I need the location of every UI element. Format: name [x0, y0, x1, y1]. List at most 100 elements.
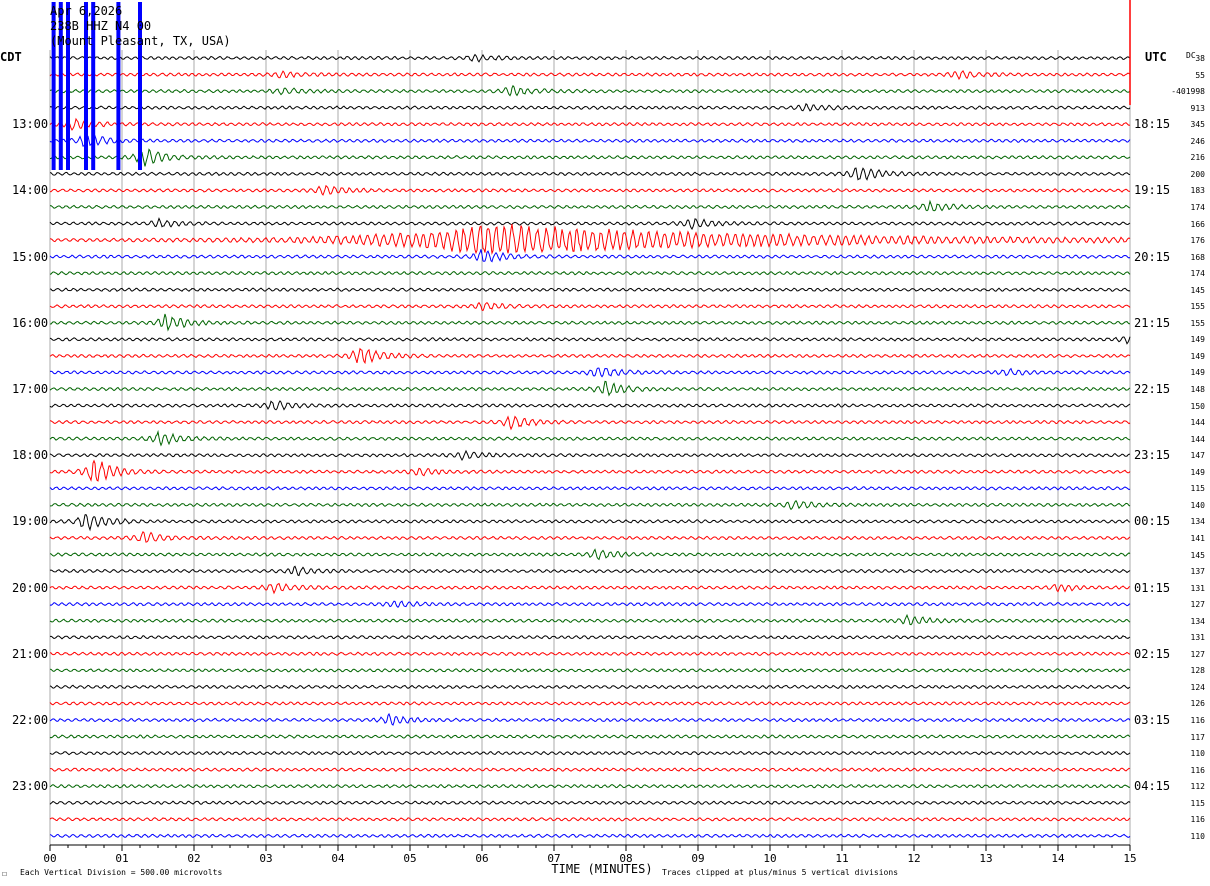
dc-offset-value: 246 [1190, 136, 1205, 146]
dc-offset-value: 115 [1190, 798, 1205, 808]
x-tick-label: 00 [43, 852, 57, 865]
scale-mark-icon: ☐ [2, 869, 7, 878]
left-hour-label: 19:00 [12, 514, 49, 529]
dc-offset-value: 131 [1190, 583, 1205, 593]
seismic-trace [49, 184, 1131, 196]
dc-offset-value: 145 [1190, 285, 1205, 295]
dc-offset-value: -401998 [1171, 87, 1205, 97]
x-tick-label: 15 [1123, 852, 1137, 865]
seismic-trace [49, 217, 1131, 230]
dc-offset-value: 127 [1190, 649, 1205, 659]
dc-offset-value: 174 [1190, 269, 1205, 279]
seismic-trace [49, 530, 1131, 543]
seismic-trace [49, 102, 1131, 112]
seismic-trace [49, 134, 1131, 147]
seismic-trace [49, 651, 1131, 657]
x-tick-label: 08 [619, 852, 633, 865]
seismic-trace [49, 548, 1131, 561]
seismic-trace [50, 167, 1131, 181]
dc-offset-value: 174 [1190, 202, 1205, 212]
seismic-trace [49, 734, 1131, 739]
right-hour-label: 20:15 [1134, 249, 1171, 264]
left-hour-label: 21:00 [12, 646, 49, 661]
left-hour-label: 14:00 [12, 183, 49, 198]
dc-offset-value: 144 [1190, 434, 1205, 444]
left-axis-title: CDT [0, 50, 22, 64]
seismic-trace [49, 486, 1131, 491]
left-hour-label: 18:00 [12, 448, 49, 463]
seismic-trace [49, 287, 1131, 292]
right-axis-title: UTC [1145, 50, 1167, 64]
dc-offset-value: 128 [1190, 666, 1205, 676]
dc-offset-value: 110 [1190, 749, 1205, 759]
dc-offset-value: 149 [1190, 351, 1205, 361]
seismic-trace [49, 712, 1131, 726]
dc-offset-value: 176 [1190, 236, 1205, 246]
seismic-trace [49, 429, 1131, 447]
x-tick-label: 10 [763, 852, 777, 865]
dc-offset-value: 126 [1190, 699, 1205, 709]
right-hour-label: 00:15 [1134, 514, 1171, 529]
right-hour-label: 21:15 [1134, 315, 1171, 330]
dc-offset-value: 216 [1190, 153, 1205, 163]
seismic-trace [49, 84, 1131, 97]
seismic-trace [49, 600, 1131, 609]
dc-offset-value: 168 [1190, 252, 1205, 262]
clip-note: Traces clipped at plus/minus 5 vertical … [662, 868, 899, 877]
seismic-trace [49, 800, 1131, 805]
dc-offset-value: 116 [1190, 716, 1205, 725]
dc-offset-value: 149 [1190, 368, 1205, 378]
left-hour-label: 15:00 [12, 249, 49, 264]
right-hour-label: 04:15 [1134, 779, 1171, 794]
seismic-trace [49, 459, 1131, 482]
x-tick-label: 07 [547, 852, 561, 865]
dc-offset-value: 115 [1190, 484, 1205, 494]
seismic-trace [49, 565, 1131, 577]
seismic-trace [49, 117, 1131, 131]
clipped-burst [51, 2, 56, 170]
seismic-trace [49, 750, 1131, 756]
dc-label: DC [1186, 51, 1196, 60]
seismic-trace [49, 449, 1131, 462]
dc-offset-value: 149 [1190, 335, 1205, 345]
x-tick-label: 04 [331, 852, 345, 865]
right-hour-label: 03:15 [1134, 713, 1171, 727]
seismic-trace [49, 367, 1131, 378]
seismic-trace [49, 224, 1131, 255]
left-hour-label: 17:00 [12, 382, 49, 396]
seismic-trace [49, 582, 1131, 595]
seismic-trace [49, 668, 1131, 673]
x-tick-label: 13 [979, 852, 993, 865]
seismic-trace [49, 415, 1131, 431]
dc-offset-value: 149 [1190, 467, 1205, 477]
dc-offset-value: 124 [1190, 682, 1205, 692]
right-hour-label: 18:15 [1134, 117, 1171, 132]
left-hour-label: 16:00 [12, 315, 49, 330]
seismic-trace [49, 817, 1131, 822]
x-axis-title: TIME (MINUTES) [551, 862, 653, 876]
x-tick-label: 09 [691, 852, 705, 865]
dc-offset-value: 166 [1190, 219, 1205, 229]
seismic-trace [49, 613, 1131, 626]
dc-offset-value: 131 [1190, 633, 1205, 643]
seismic-trace [49, 53, 1131, 63]
header-date: Apr 6,2026 [50, 4, 123, 18]
seismic-trace [49, 70, 1131, 81]
clipped-burst [138, 2, 142, 170]
x-tick-label: 02 [187, 852, 201, 865]
dc-offset-value: 137 [1190, 567, 1205, 577]
dc-offset-value: 913 [1190, 103, 1205, 113]
right-hour-label: 22:15 [1134, 382, 1171, 396]
dc-offset-value: 116 [1190, 815, 1205, 825]
left-hour-label: 13:00 [12, 117, 49, 132]
seismic-trace [49, 336, 1131, 345]
clipped-burst [66, 2, 70, 170]
dc-offset-value: 144 [1190, 418, 1205, 428]
dc-offset-value: 134 [1190, 517, 1205, 527]
seismic-trace [49, 249, 1131, 263]
seismic-trace [49, 767, 1131, 772]
x-tick-label: 01 [115, 852, 129, 865]
dc-offset-value: 345 [1190, 120, 1205, 130]
dc-offset-value: 147 [1190, 451, 1205, 461]
